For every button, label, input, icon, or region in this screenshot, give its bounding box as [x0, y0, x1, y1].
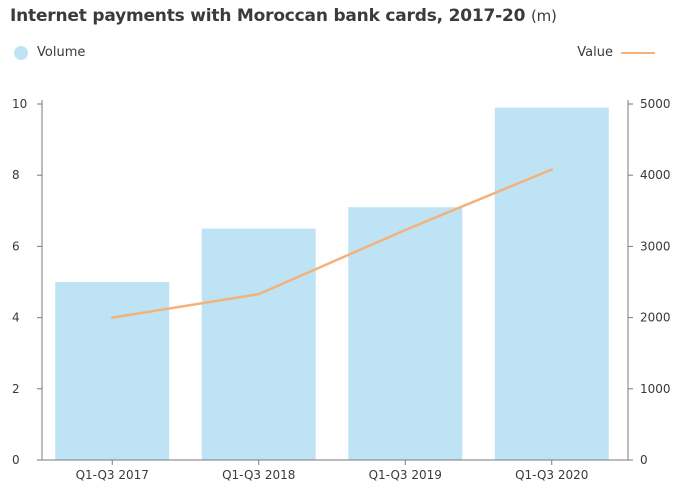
- y-left-tick-label: 0: [12, 453, 20, 467]
- legend-volume-swatch: [14, 45, 28, 60]
- y-right-tick-label: 5000: [640, 97, 671, 111]
- bar-volume-3: [348, 207, 463, 460]
- y-left-tick-label: 8: [12, 168, 20, 182]
- y-right-tick-label: 1000: [640, 382, 671, 396]
- legend-value: Value: [577, 45, 655, 60]
- y-right-tick-label: 3000: [640, 239, 671, 253]
- x-tick-label: Q1-Q3 2019: [369, 468, 442, 482]
- legend-volume: Volume: [14, 45, 85, 60]
- y-right-tick-label: 4000: [640, 168, 671, 182]
- x-tick-label: Q1-Q3 2018: [222, 468, 295, 482]
- legend-volume-label: Volume: [37, 45, 86, 60]
- line-value: [111, 168, 553, 319]
- y-left-tick-label: 6: [12, 239, 20, 253]
- chart-title-text: Internet payments with Moroccan bank car…: [10, 6, 526, 26]
- bar-volume-1: [55, 282, 170, 460]
- x-tick-label: Q1-Q3 2017: [76, 468, 149, 482]
- y-left-tick-label: 4: [12, 311, 20, 325]
- x-tick-label: Q1-Q3 2020: [515, 468, 588, 482]
- bar-volume-4: [494, 107, 609, 460]
- chart-title-unit: (m): [530, 7, 557, 25]
- y-left-tick-label: 2: [12, 382, 20, 396]
- y-left-tick-label: 10: [12, 97, 27, 111]
- chart-title: Internet payments with Moroccan bank car…: [10, 6, 557, 26]
- y-right-tick-label: 0: [640, 453, 648, 467]
- legend-value-label: Value: [577, 45, 613, 60]
- y-right-tick-label: 2000: [640, 311, 671, 325]
- legend-value-swatch: [621, 51, 655, 54]
- bar-volume-2: [201, 228, 316, 460]
